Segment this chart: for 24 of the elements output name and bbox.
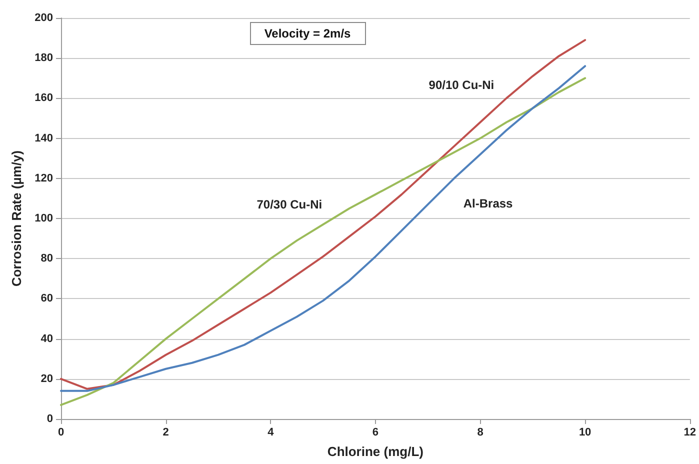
y-tick-label: 20 xyxy=(40,372,53,385)
x-tick-label: 10 xyxy=(578,426,592,438)
series-label: Al-Brass xyxy=(463,196,514,210)
x-tick-label: 2 xyxy=(162,426,169,438)
y-tick-label: 100 xyxy=(34,212,53,224)
x-axis-title: Chlorine (mg/L) xyxy=(327,444,424,459)
y-tick-label: 60 xyxy=(40,292,53,305)
y-tick-label: 120 xyxy=(34,172,53,184)
y-tick-label: 200 xyxy=(34,12,53,24)
x-tick-label: 8 xyxy=(477,426,484,438)
x-tick-label: 0 xyxy=(58,426,64,438)
y-tick-label: 160 xyxy=(34,92,53,104)
y-tick-label: 0 xyxy=(46,413,53,425)
series-label: 90/10 Cu-Ni xyxy=(428,78,494,92)
x-tick-label: 6 xyxy=(372,426,379,438)
y-tick-label: 140 xyxy=(34,132,53,144)
y-tick-label: 40 xyxy=(40,332,53,345)
x-tick-label: 4 xyxy=(268,426,275,438)
series-label: 70/30 Cu-Ni xyxy=(256,198,322,212)
annotation: Velocity = 2m/s xyxy=(264,26,352,40)
x-tick-label: 12 xyxy=(684,426,696,438)
y-axis-title: Corrosion Rate (µm/y) xyxy=(9,150,24,287)
y-tick-label: 180 xyxy=(34,52,53,64)
y-tick-label: 80 xyxy=(40,252,53,265)
